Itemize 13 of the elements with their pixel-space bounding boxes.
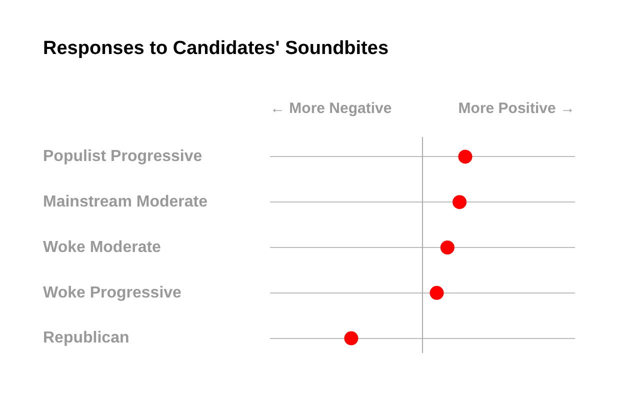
y-tick-label: Populist Progressive xyxy=(43,148,202,166)
y-tick-label: Woke Moderate xyxy=(43,238,162,256)
point xyxy=(452,195,467,210)
point xyxy=(430,286,444,300)
text: ← More Negative xyxy=(270,100,392,118)
text: More Positive → xyxy=(458,100,575,118)
y-tick-label: Woke Progressive xyxy=(43,284,182,302)
y-tick-label: Mainstream Moderate xyxy=(43,194,208,211)
point xyxy=(344,331,358,346)
point xyxy=(440,240,454,254)
point xyxy=(458,150,472,164)
y-tick-label: Republican xyxy=(43,330,130,347)
chart-title: Responses to Candidates' Soundbites xyxy=(43,38,389,60)
